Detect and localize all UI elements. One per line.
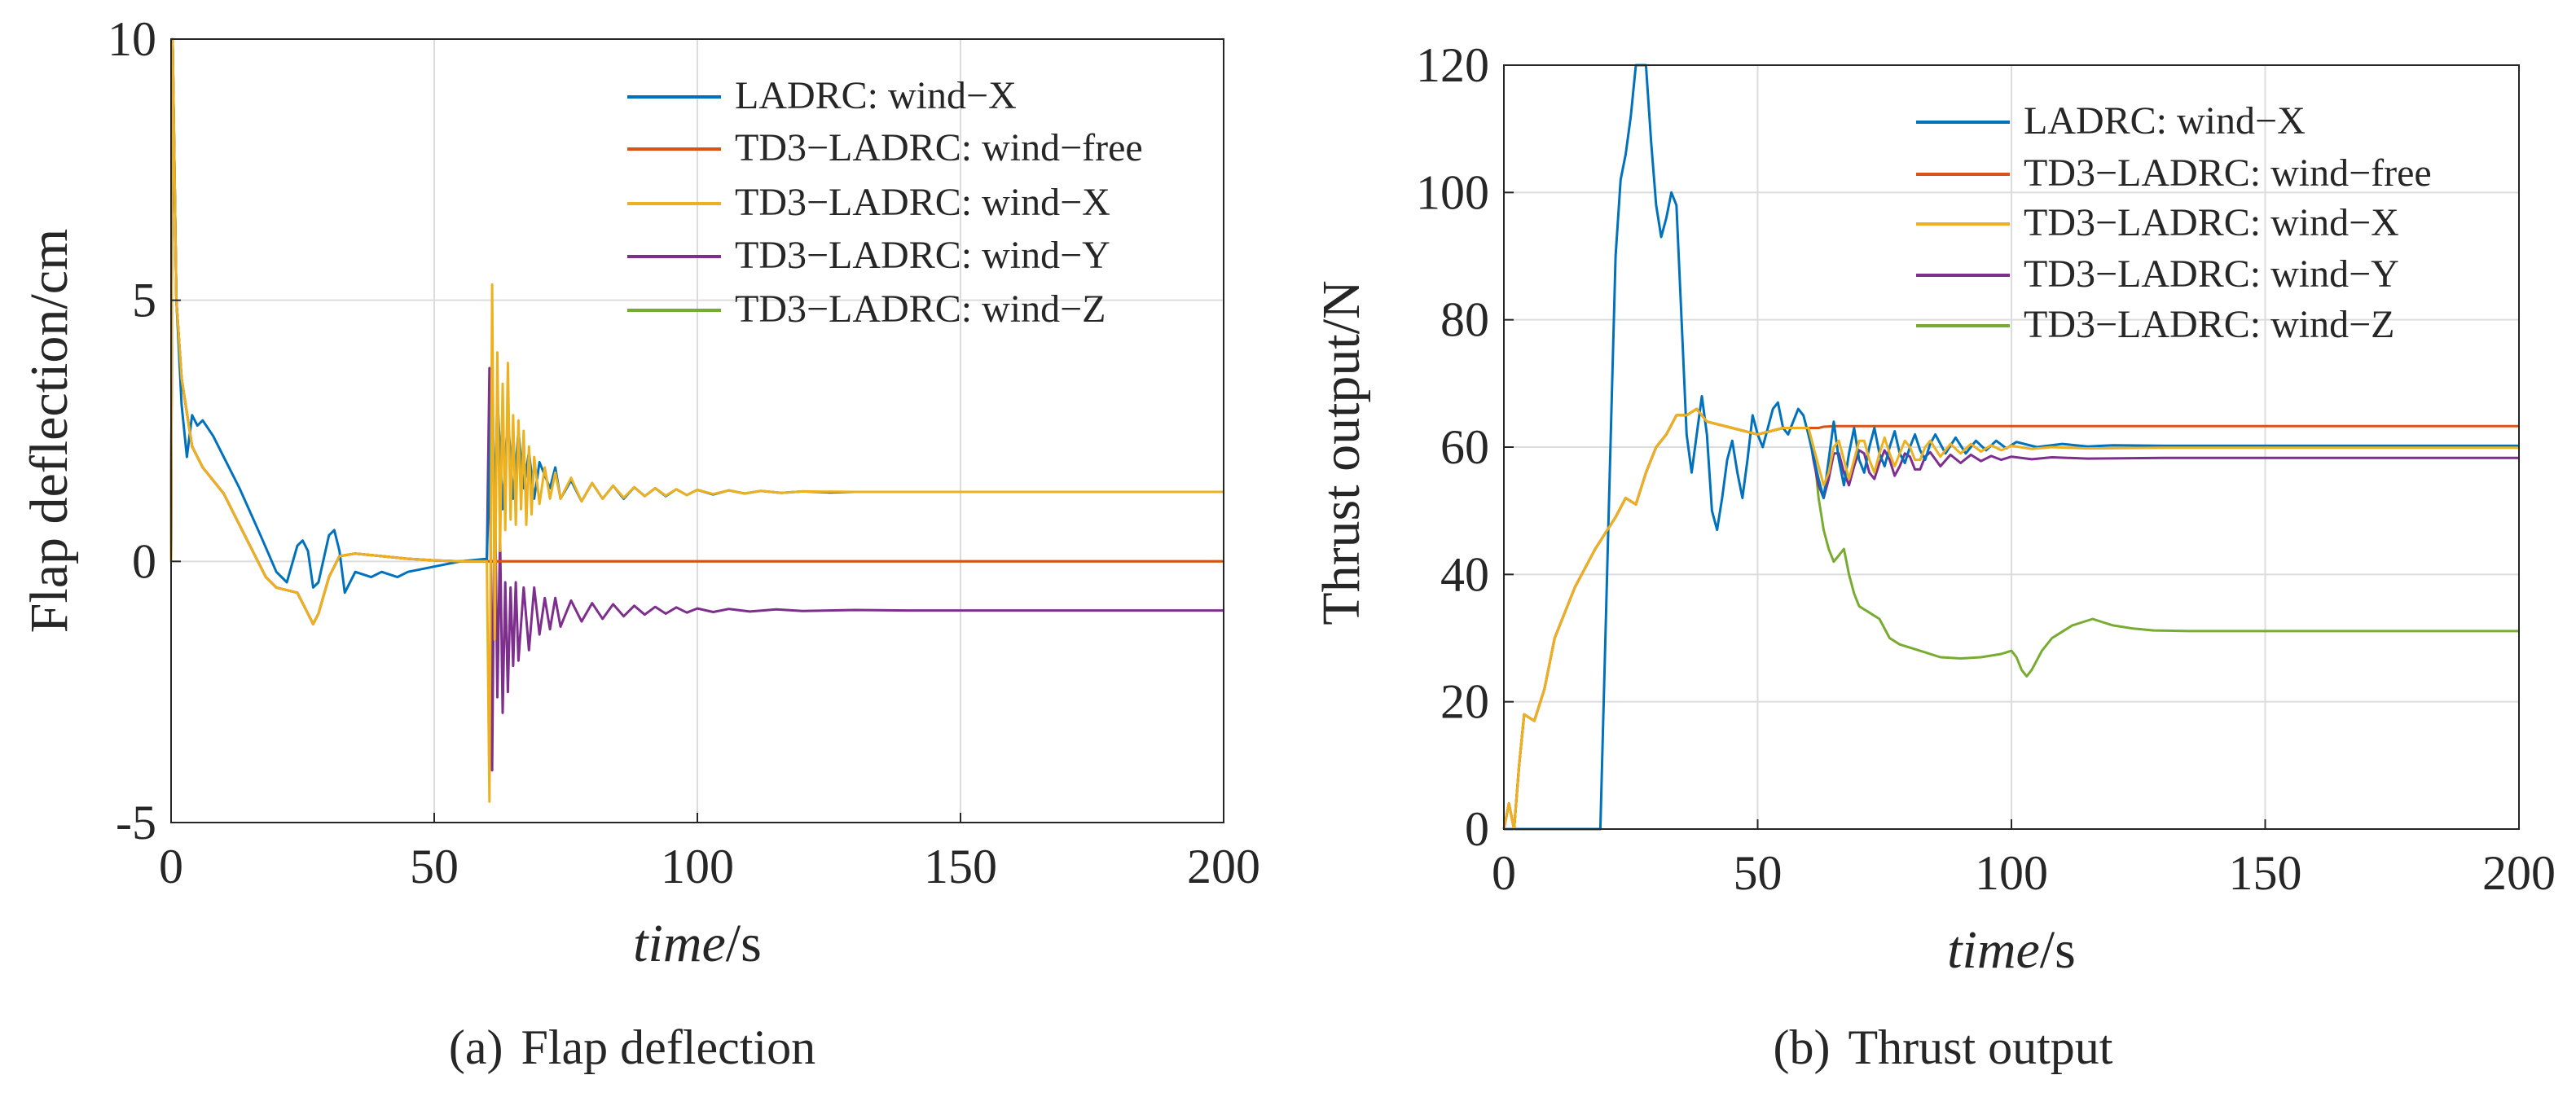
panel-a-y-tick-label: 10 <box>108 12 156 66</box>
panel-b-y-tick-label: 40 <box>1440 547 1489 601</box>
panel-b-series-ladrc-x <box>1504 64 2519 831</box>
panel-b-legend-label-td3-wind-z: TD3−LADRC: wind−Z <box>2024 303 2394 346</box>
panel-a-caption-label: (a) <box>449 1020 503 1074</box>
panel-b-x-tick-label: 150 <box>2229 846 2302 900</box>
panel-b-ticks: 0 50 100 150 200 0 20 40 60 80 100 120 <box>1416 38 2556 900</box>
panel-b-x-tick-label: 0 <box>1492 846 1516 900</box>
panel-a-y-tick-label: 0 <box>132 534 156 588</box>
panel-a-x-tick-label: 200 <box>1187 840 1260 893</box>
panel-b-series <box>1502 64 2519 831</box>
panel-b-x-axis-label-italic: time <box>1947 920 2040 980</box>
panel-b-legend-label-td3-wind-x: TD3−LADRC: wind−X <box>2024 201 2399 244</box>
panel-b-x-axis-label: time/s <box>1947 920 2076 980</box>
panel-b-x-axis-label-unit: /s <box>2040 920 2076 980</box>
panel-a-legend-label-ladrc-x: LADRC: wind−X <box>735 74 1017 117</box>
panel-a-caption-text: Flap deflection <box>521 1020 816 1074</box>
panel-a-x-axis-label: time/s <box>633 914 762 973</box>
panel-b-legend-label-ladrc-x: LADRC: wind−X <box>2024 99 2306 143</box>
panel-b-thrust-output: 0 50 100 150 200 0 20 40 60 80 100 120 Thrust outpu… <box>1312 38 2556 1074</box>
panel-b-x-tick-label: 100 <box>1975 846 2048 900</box>
panel-a-legend-label-td3-wind-y: TD3−LADRC: wind−Y <box>735 234 1110 277</box>
panel-a-x-axis-label-italic: time <box>633 914 726 973</box>
panel-b-series-td3-x <box>1502 407 2519 831</box>
panel-b-caption: (b) Thrust output <box>1774 1020 2113 1074</box>
panel-a-x-tick-label: 0 <box>159 840 183 893</box>
panel-a-caption: (a) Flap deflection <box>449 1020 815 1074</box>
panel-b-y-tick-label: 100 <box>1416 165 1489 219</box>
panel-b-y-axis-label: Thrust output/N <box>1312 280 1371 625</box>
panel-b-y-tick-label: 0 <box>1465 802 1489 856</box>
panel-a-y-tick-label: 5 <box>132 274 156 327</box>
panel-a-legend: LADRC: wind−X TD3−LADRC: wind−free TD3−L… <box>627 74 1143 331</box>
panel-a-series-td3-x <box>169 37 1224 803</box>
panel-b-y-tick-label: 20 <box>1440 675 1489 729</box>
panel-a-x-axis-label-unit: /s <box>726 914 762 973</box>
panel-a-x-tick-label: 100 <box>661 840 734 893</box>
panel-b-x-tick-label: 50 <box>1734 846 1783 900</box>
panel-a-series <box>169 37 1224 803</box>
panel-a-y-tick-label: -5 <box>116 796 156 849</box>
panel-b-y-tick-label: 60 <box>1440 420 1489 474</box>
panel-a-legend-label-td3-wind-z: TD3−LADRC: wind−Z <box>735 287 1106 331</box>
panel-a-x-tick-label: 150 <box>924 840 997 893</box>
panel-a-y-axis-label: Flap deflection/cm <box>20 229 79 634</box>
panel-b-caption-text: Thrust output <box>1848 1020 2112 1074</box>
panel-b-legend-label-td3-wind-free: TD3−LADRC: wind−free <box>2024 151 2432 195</box>
panel-b-x-tick-label: 200 <box>2482 846 2556 900</box>
panel-a-x-tick-label: 50 <box>410 840 459 893</box>
panel-b-legend-label-td3-wind-y: TD3−LADRC: wind−Y <box>2024 252 2399 296</box>
panel-a-legend-label-td3-wind-x: TD3−LADRC: wind−X <box>735 181 1110 224</box>
panel-b-y-tick-label: 120 <box>1416 38 1489 92</box>
panel-b-y-tick-label: 80 <box>1440 293 1489 347</box>
panel-b-caption-label: (b) <box>1774 1020 1831 1074</box>
panel-b-legend: LADRC: wind−X TD3−LADRC: wind−free TD3−L… <box>1916 99 2432 346</box>
panel-a-legend-label-td3-wind-free: TD3−LADRC: wind−free <box>735 126 1143 169</box>
